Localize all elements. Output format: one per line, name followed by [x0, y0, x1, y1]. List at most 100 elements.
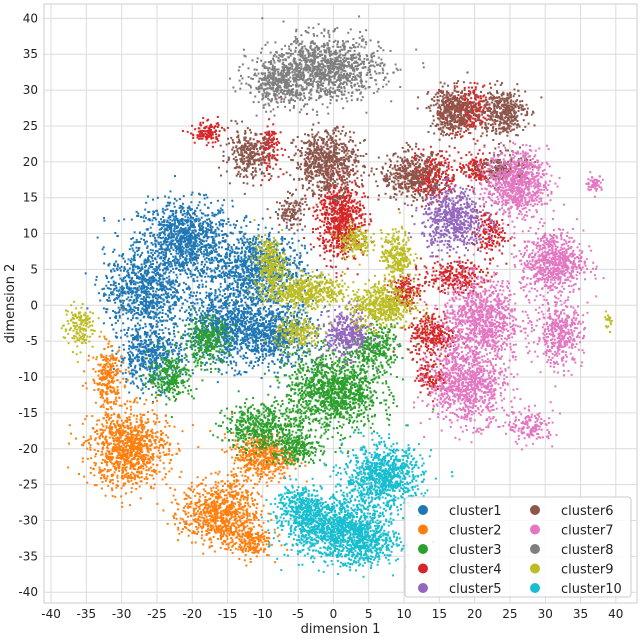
data-point	[115, 285, 117, 287]
data-point	[271, 228, 273, 230]
data-point	[182, 213, 184, 215]
data-point	[194, 253, 196, 255]
data-point	[232, 287, 234, 289]
data-point	[179, 255, 181, 257]
data-point	[245, 279, 247, 281]
data-point	[153, 277, 155, 279]
data-point	[134, 367, 136, 369]
data-point	[237, 286, 239, 288]
data-point	[262, 291, 264, 293]
data-point	[124, 334, 126, 336]
data-point	[231, 313, 233, 315]
data-point	[245, 290, 247, 292]
data-point	[283, 305, 285, 307]
data-point	[253, 328, 255, 330]
data-point	[114, 302, 116, 304]
data-point	[209, 226, 211, 228]
data-point	[226, 335, 228, 337]
data-point	[188, 239, 190, 241]
data-point	[185, 283, 187, 285]
data-point	[184, 241, 186, 243]
data-point	[242, 269, 244, 271]
data-point	[110, 291, 112, 293]
data-point	[214, 231, 216, 233]
data-point	[263, 336, 265, 338]
data-point	[254, 313, 256, 315]
data-point	[177, 259, 179, 261]
data-point	[243, 282, 245, 284]
data-point	[211, 326, 213, 328]
data-point	[258, 287, 260, 289]
data-point	[114, 270, 116, 272]
data-point	[266, 330, 268, 332]
data-point	[206, 222, 208, 224]
data-point	[185, 260, 187, 262]
data-point	[168, 306, 170, 308]
data-point	[198, 272, 200, 274]
data-point	[196, 276, 198, 278]
data-point	[273, 347, 275, 349]
data-point	[265, 320, 267, 322]
data-point	[123, 292, 125, 294]
data-point	[153, 318, 155, 320]
data-point	[70, 433, 72, 435]
data-point	[166, 239, 168, 241]
data-point	[184, 213, 186, 215]
data-point	[162, 270, 164, 272]
data-point	[138, 348, 140, 350]
data-point	[128, 358, 130, 360]
data-point	[229, 285, 231, 287]
data-point	[243, 290, 245, 292]
data-point	[166, 340, 168, 342]
data-point	[140, 294, 142, 296]
data-point	[146, 369, 148, 371]
data-point	[169, 219, 171, 221]
data-point	[211, 277, 213, 279]
data-point	[218, 221, 220, 223]
data-point	[181, 307, 183, 309]
data-point	[133, 310, 135, 312]
data-point	[190, 208, 192, 210]
data-point	[288, 259, 290, 261]
data-point	[103, 246, 105, 248]
data-point	[148, 267, 150, 269]
data-point	[123, 329, 125, 331]
data-point	[148, 339, 150, 341]
data-point	[133, 383, 135, 385]
data-point	[170, 346, 172, 348]
data-point	[126, 263, 128, 265]
data-point	[226, 248, 228, 250]
data-point	[146, 288, 148, 290]
data-point	[210, 202, 212, 204]
data-point	[267, 366, 269, 368]
data-point	[244, 316, 246, 318]
data-point	[186, 262, 188, 264]
data-point	[257, 332, 259, 334]
data-point	[144, 232, 146, 234]
data-point	[189, 297, 191, 299]
data-point	[169, 311, 171, 313]
data-point	[228, 335, 230, 337]
data-point	[172, 240, 174, 242]
data-point	[129, 310, 131, 312]
data-point	[253, 247, 255, 249]
data-point	[206, 219, 208, 221]
data-point	[249, 349, 251, 351]
data-point	[172, 223, 174, 225]
data-point	[155, 266, 157, 268]
data-point	[158, 221, 160, 223]
data-point	[219, 270, 221, 272]
data-point	[145, 354, 147, 356]
data-point	[257, 293, 259, 295]
data-point	[231, 367, 233, 369]
data-point	[186, 300, 188, 302]
data-point	[130, 312, 132, 314]
data-point	[152, 368, 154, 370]
data-point	[225, 267, 227, 269]
data-point	[150, 330, 152, 332]
data-point	[130, 282, 132, 284]
data-point	[219, 313, 221, 315]
data-point	[155, 297, 157, 299]
data-point	[151, 307, 153, 309]
data-point	[266, 316, 268, 318]
